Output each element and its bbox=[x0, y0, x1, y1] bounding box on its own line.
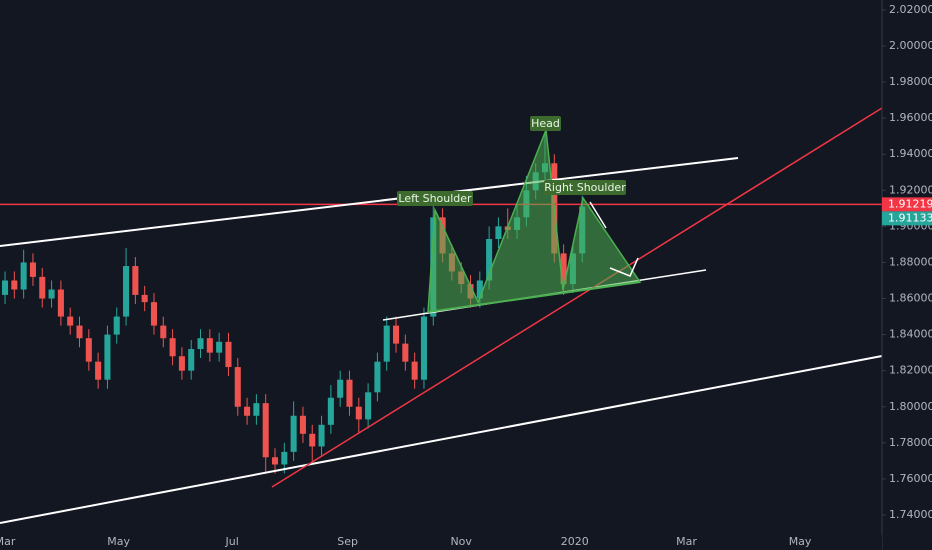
candle-body bbox=[76, 325, 83, 339]
projection-line bbox=[589, 201, 607, 229]
candle-body bbox=[169, 338, 176, 357]
axes: 1.74000 1.76000 1.78000 1.80000 1.82000 1.840… bbox=[0, 3, 932, 548]
candle-body bbox=[95, 361, 102, 380]
candle-body bbox=[20, 262, 27, 290]
candle-body bbox=[271, 457, 279, 465]
candle-body bbox=[39, 276, 46, 299]
trend-line bbox=[0, 355, 883, 524]
candle-body bbox=[188, 349, 195, 371]
annotation: Right Shoulder bbox=[544, 181, 626, 194]
candle-body bbox=[123, 266, 130, 317]
candle-body bbox=[309, 433, 316, 447]
candle-body bbox=[374, 361, 381, 393]
neckline bbox=[427, 281, 641, 313]
candle-body bbox=[290, 415, 297, 452]
candle-body bbox=[420, 316, 427, 380]
candle-body bbox=[48, 289, 55, 299]
head-shoulders-pattern bbox=[427, 129, 642, 313]
candle-body bbox=[393, 325, 400, 344]
candle-body bbox=[355, 406, 362, 420]
projection-arrow bbox=[609, 257, 639, 277]
y-tick-label: 2.00000 bbox=[889, 39, 932, 52]
price-tag bbox=[882, 197, 932, 212]
last-price-label: 1.91133 bbox=[888, 211, 932, 224]
candle-body bbox=[346, 379, 353, 407]
candle-body bbox=[67, 316, 74, 326]
y-tick-label: 1.82000 bbox=[889, 364, 932, 377]
y-tick-label: 1.88000 bbox=[889, 255, 932, 268]
y-tick-label: 1.92000 bbox=[889, 183, 932, 196]
candle-body bbox=[225, 341, 232, 368]
candle-body bbox=[206, 338, 213, 353]
label-box bbox=[397, 191, 473, 206]
last-price-tag bbox=[882, 211, 932, 226]
x-tick-label: Jul bbox=[225, 535, 239, 548]
candle-body bbox=[281, 451, 288, 465]
annotation: Left Shoulder bbox=[398, 192, 472, 205]
x-tick-label: 2020 bbox=[561, 535, 589, 548]
y-tick-label: 1.74000 bbox=[889, 508, 932, 521]
y-tick-label: 1.78000 bbox=[889, 436, 932, 449]
candle-body bbox=[365, 392, 372, 420]
label-box bbox=[544, 180, 626, 195]
candle-body bbox=[11, 280, 18, 290]
y-tick-label: 1.98000 bbox=[889, 75, 932, 88]
candle-body bbox=[253, 403, 260, 416]
candle-body bbox=[104, 334, 111, 380]
time-axis bbox=[0, 535, 882, 550]
candle-body bbox=[2, 280, 9, 295]
candle-body bbox=[476, 280, 483, 299]
candle-body bbox=[383, 325, 390, 362]
candle-body bbox=[141, 294, 148, 303]
annotation: Head bbox=[531, 117, 560, 130]
candle-body bbox=[402, 343, 409, 362]
candle-body bbox=[197, 338, 204, 350]
x-tick-label: Nov bbox=[450, 535, 472, 548]
x-tick-label: Mar bbox=[676, 535, 697, 548]
y-tick-label: 1.94000 bbox=[889, 147, 932, 160]
x-tick-label: May bbox=[107, 535, 130, 548]
candle-body bbox=[560, 253, 567, 285]
y-tick-label: 1.96000 bbox=[889, 111, 932, 124]
y-tick-label: 2.02000 bbox=[889, 3, 932, 16]
candle-body bbox=[299, 415, 306, 434]
candle-body bbox=[244, 406, 251, 416]
candle-body bbox=[486, 239, 493, 281]
candle-body bbox=[411, 361, 418, 380]
x-tick-label: May bbox=[789, 535, 812, 548]
x-tick-label: Sep bbox=[337, 535, 358, 548]
candle-body bbox=[85, 338, 92, 362]
y-tick-label: 1.86000 bbox=[889, 292, 932, 305]
y-tick-label: 1.76000 bbox=[889, 472, 932, 485]
candle-body bbox=[132, 266, 139, 295]
candle-body bbox=[495, 226, 502, 240]
drawings: Head Left Shoulder Right Shoulder bbox=[0, 107, 883, 524]
candle-body bbox=[262, 403, 269, 458]
price-tag-label: 1.91219 bbox=[888, 197, 932, 210]
candle-body bbox=[337, 379, 344, 398]
candle-body bbox=[327, 397, 334, 425]
x-tick-label: Mar bbox=[0, 535, 16, 548]
trend-line bbox=[0, 157, 739, 247]
candle-body bbox=[178, 356, 185, 371]
candle-body bbox=[29, 262, 36, 277]
candle-body bbox=[318, 424, 325, 447]
price-axis bbox=[882, 0, 932, 550]
y-tick-label: 1.84000 bbox=[889, 328, 932, 341]
y-tick-label: 1.80000 bbox=[889, 400, 932, 413]
candle-body bbox=[57, 289, 64, 317]
label-box bbox=[530, 116, 561, 131]
candle-body bbox=[216, 341, 223, 353]
candle-body bbox=[160, 325, 167, 339]
candle-body bbox=[113, 316, 120, 335]
candle-body bbox=[150, 302, 158, 326]
candle-body bbox=[234, 367, 241, 407]
trend-line bbox=[271, 107, 883, 488]
